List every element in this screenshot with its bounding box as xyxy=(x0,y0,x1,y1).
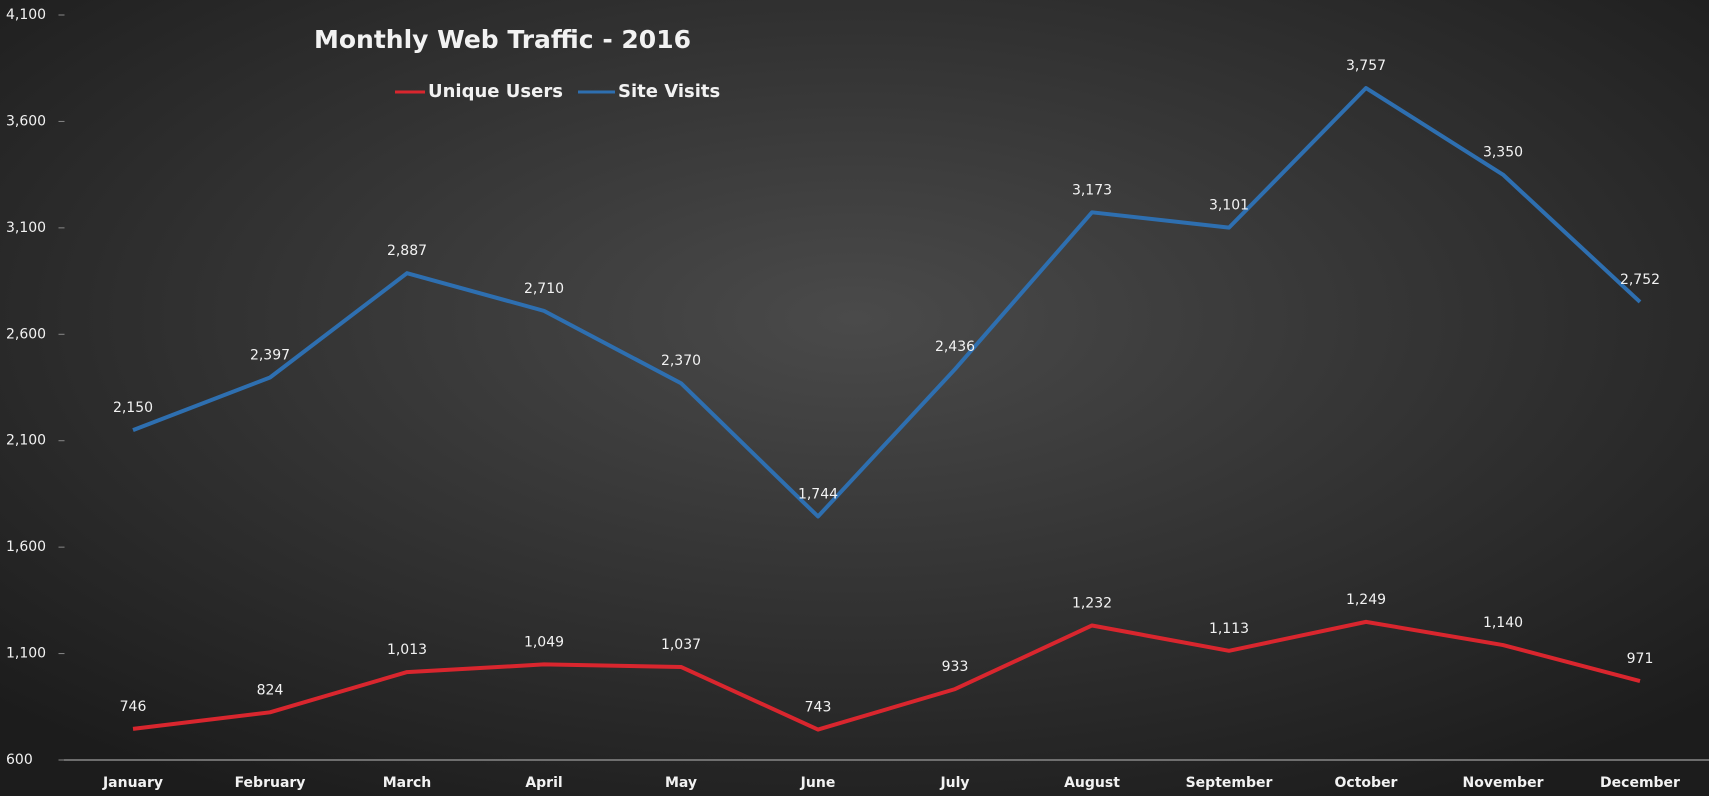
y-tick-label: 2,100 xyxy=(6,433,46,449)
data-label: 1,037 xyxy=(661,637,701,653)
data-label: 3,757 xyxy=(1346,58,1386,74)
data-label: 3,350 xyxy=(1483,145,1523,161)
x-tick-label: April xyxy=(525,775,562,791)
legend-label: Site Visits xyxy=(618,81,720,102)
data-label: 1,140 xyxy=(1483,615,1523,631)
data-label: 2,150 xyxy=(113,400,153,416)
series-line xyxy=(132,86,1642,519)
x-tick-label: October xyxy=(1335,775,1398,791)
x-tick-label: November xyxy=(1463,775,1544,791)
x-tick-label: August xyxy=(1064,775,1120,791)
data-label: 2,887 xyxy=(387,243,427,259)
data-label: 2,436 xyxy=(935,339,975,355)
chart-title: Monthly Web Traffic - 2016 xyxy=(314,25,691,54)
data-label: 1,113 xyxy=(1209,621,1249,637)
data-label: 3,101 xyxy=(1209,198,1249,214)
data-label: 746 xyxy=(120,699,147,715)
data-label: 743 xyxy=(805,700,832,716)
legend-label: Unique Users xyxy=(428,81,563,102)
y-tick-label: 4,100 xyxy=(6,7,46,23)
y-tick-label: 600 xyxy=(6,752,33,768)
y-tick-label: 1,100 xyxy=(6,646,46,662)
y-tick-label: 1,600 xyxy=(6,539,46,555)
data-label: 2,370 xyxy=(661,353,701,369)
x-tick-label: January xyxy=(102,775,163,791)
series-line xyxy=(132,619,1641,732)
y-tick-label: 3,100 xyxy=(6,220,46,236)
data-label: 2,710 xyxy=(524,281,564,297)
data-label: 3,173 xyxy=(1072,182,1112,198)
y-tick-label: 3,600 xyxy=(6,113,46,129)
data-label: 2,397 xyxy=(250,347,290,363)
x-tick-label: September xyxy=(1186,775,1273,791)
x-tick-label: March xyxy=(383,775,432,791)
x-tick-label: June xyxy=(800,775,836,791)
data-label: 933 xyxy=(942,659,969,675)
x-tick-label: December xyxy=(1600,775,1680,791)
x-tick-label: July xyxy=(939,775,969,791)
data-label: 1,013 xyxy=(387,642,427,658)
data-label: 2,752 xyxy=(1620,272,1660,288)
data-label: 1,232 xyxy=(1072,595,1112,611)
y-tick-label: 2,600 xyxy=(6,326,46,342)
data-label: 1,049 xyxy=(524,634,564,650)
data-label: 971 xyxy=(1627,651,1654,667)
data-label: 824 xyxy=(257,682,284,698)
data-label: 1,744 xyxy=(798,486,838,502)
x-tick-label: May xyxy=(665,775,697,791)
x-tick-label: February xyxy=(235,775,306,791)
data-label: 1,249 xyxy=(1346,592,1386,608)
